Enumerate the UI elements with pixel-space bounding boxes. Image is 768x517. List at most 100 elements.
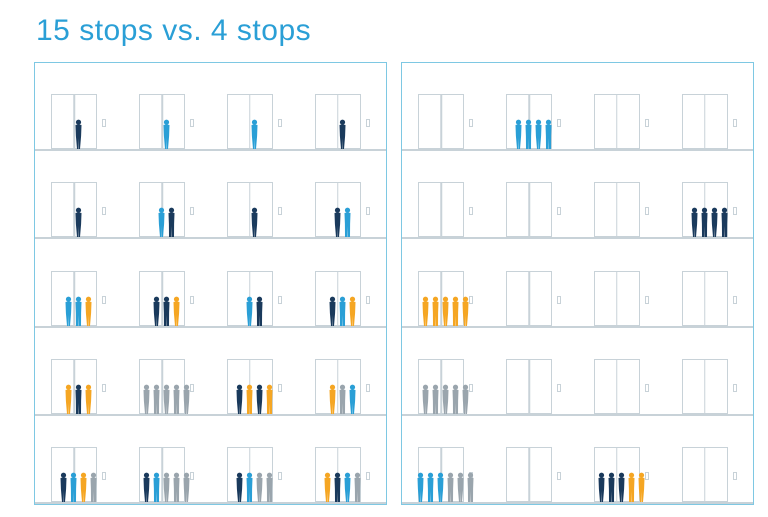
person-icon bbox=[466, 472, 475, 502]
elevator-bank bbox=[35, 326, 386, 414]
person-icon bbox=[255, 384, 264, 414]
people-group bbox=[309, 382, 376, 414]
elevator-group bbox=[418, 94, 473, 149]
person-icon bbox=[59, 472, 68, 502]
floor-row bbox=[35, 63, 386, 151]
elevator-bank bbox=[35, 61, 386, 149]
person-icon bbox=[152, 384, 161, 414]
person-icon bbox=[431, 384, 440, 414]
person-icon bbox=[84, 384, 93, 414]
elevator-group bbox=[315, 447, 370, 502]
people-group bbox=[412, 205, 479, 237]
elevator-group bbox=[227, 359, 282, 414]
person-icon bbox=[426, 472, 435, 502]
people-group bbox=[412, 294, 479, 326]
people-group bbox=[676, 205, 743, 237]
person-icon bbox=[456, 472, 465, 502]
person-icon bbox=[441, 384, 450, 414]
elevator-group bbox=[51, 182, 106, 237]
people-group bbox=[221, 382, 288, 414]
elevator-bank bbox=[402, 149, 753, 237]
people-group bbox=[412, 117, 479, 149]
person-icon bbox=[690, 207, 699, 237]
person-icon bbox=[328, 296, 337, 326]
people-group bbox=[676, 382, 743, 414]
people-group bbox=[133, 205, 200, 237]
person-icon bbox=[534, 119, 543, 149]
elevator-group bbox=[682, 182, 737, 237]
person-icon bbox=[74, 207, 83, 237]
floor-row bbox=[35, 239, 386, 327]
page-title: 15 stops vs. 4 stops bbox=[36, 14, 311, 48]
people-group bbox=[588, 470, 655, 502]
people-group bbox=[133, 470, 200, 502]
person-icon bbox=[348, 384, 357, 414]
person-icon bbox=[441, 296, 450, 326]
person-icon bbox=[74, 296, 83, 326]
elevator-group bbox=[227, 94, 282, 149]
elevator-bank bbox=[402, 237, 753, 325]
person-icon bbox=[74, 119, 83, 149]
person-icon bbox=[64, 384, 73, 414]
floor-row bbox=[402, 63, 753, 151]
people-group bbox=[676, 294, 743, 326]
elevator-group bbox=[315, 271, 370, 326]
elevator-group bbox=[594, 359, 649, 414]
elevator-group bbox=[139, 447, 194, 502]
person-icon bbox=[436, 472, 445, 502]
person-icon bbox=[338, 119, 347, 149]
person-icon bbox=[64, 296, 73, 326]
people-group bbox=[133, 294, 200, 326]
elevator-group bbox=[418, 447, 473, 502]
person-icon bbox=[162, 119, 171, 149]
people-group bbox=[588, 382, 655, 414]
floor-line bbox=[35, 502, 386, 504]
person-icon bbox=[431, 296, 440, 326]
elevator-group bbox=[227, 271, 282, 326]
person-icon bbox=[142, 384, 151, 414]
elevator-bank bbox=[35, 414, 386, 502]
elevator-group bbox=[227, 447, 282, 502]
person-icon bbox=[162, 296, 171, 326]
people-group bbox=[588, 294, 655, 326]
people-group bbox=[45, 470, 112, 502]
floor-line bbox=[402, 502, 753, 504]
people-group bbox=[500, 117, 567, 149]
elevator-group bbox=[682, 359, 737, 414]
people-group bbox=[588, 205, 655, 237]
person-icon bbox=[250, 207, 259, 237]
people-group bbox=[133, 382, 200, 414]
person-icon bbox=[328, 384, 337, 414]
elevator-group bbox=[506, 94, 561, 149]
elevator-group bbox=[594, 271, 649, 326]
people-group bbox=[221, 294, 288, 326]
people-group bbox=[500, 382, 567, 414]
elevator-group bbox=[51, 271, 106, 326]
elevator-group bbox=[139, 359, 194, 414]
person-icon bbox=[720, 207, 729, 237]
person-icon bbox=[250, 119, 259, 149]
person-icon bbox=[142, 472, 151, 502]
panel-four-stops bbox=[401, 62, 754, 505]
person-icon bbox=[157, 207, 166, 237]
elevator-group bbox=[315, 182, 370, 237]
people-group bbox=[221, 470, 288, 502]
people-group bbox=[412, 470, 479, 502]
people-group bbox=[221, 117, 288, 149]
panel-fifteen-stops bbox=[34, 62, 387, 505]
person-icon bbox=[162, 384, 171, 414]
floor-row bbox=[35, 151, 386, 239]
elevator-group bbox=[506, 182, 561, 237]
person-icon bbox=[544, 119, 553, 149]
floor-row bbox=[402, 151, 753, 239]
person-icon bbox=[421, 296, 430, 326]
person-icon bbox=[597, 472, 606, 502]
people-group bbox=[500, 205, 567, 237]
person-icon bbox=[235, 472, 244, 502]
person-icon bbox=[514, 119, 523, 149]
people-group bbox=[133, 117, 200, 149]
people-group bbox=[309, 470, 376, 502]
person-icon bbox=[461, 384, 470, 414]
floor-row bbox=[402, 416, 753, 504]
person-icon bbox=[338, 384, 347, 414]
